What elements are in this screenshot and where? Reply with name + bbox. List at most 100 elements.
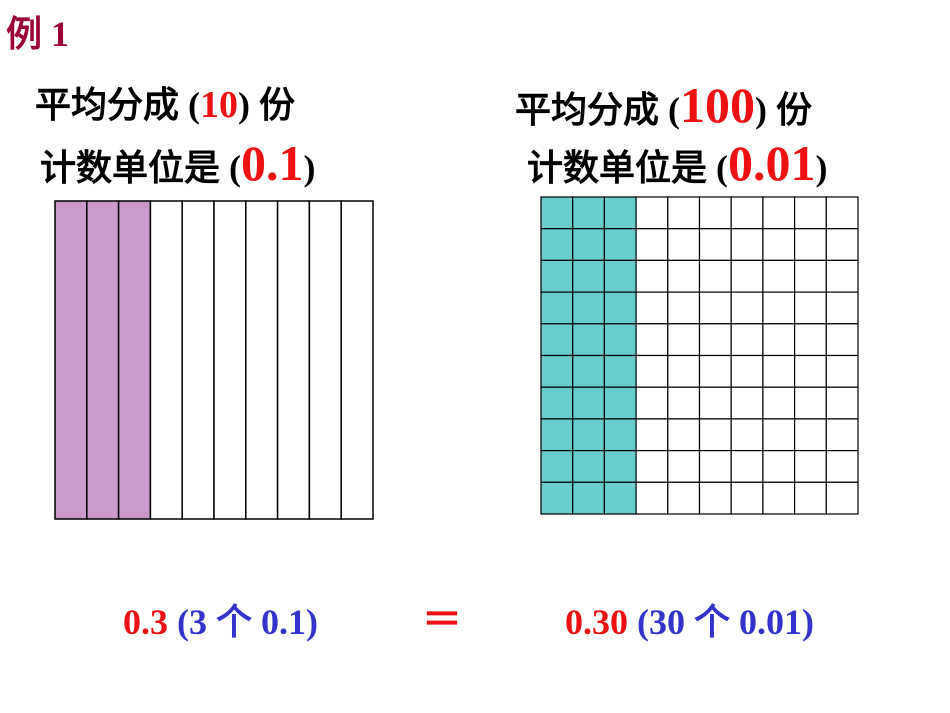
cell — [572, 386, 606, 420]
equation: 0.30 (30 个 0.01) — [565, 604, 814, 640]
cell — [635, 450, 669, 483]
cell — [793, 354, 827, 388]
cell — [540, 354, 574, 388]
cell — [572, 481, 606, 515]
cell — [603, 481, 637, 515]
cell — [825, 386, 859, 420]
cell — [603, 418, 637, 452]
cell — [603, 450, 637, 483]
cell — [540, 291, 574, 325]
cell — [730, 386, 764, 420]
text: 计数单位是 ( — [527, 148, 728, 188]
cell — [762, 450, 796, 483]
note: (30 个 0.01) — [637, 602, 814, 642]
cell — [793, 291, 827, 325]
strip — [213, 200, 247, 520]
cell — [667, 196, 701, 230]
cell — [793, 228, 827, 261]
cell — [730, 323, 764, 357]
cell — [540, 228, 574, 261]
cell — [667, 228, 701, 261]
cell — [825, 259, 859, 293]
cell — [730, 450, 764, 483]
cell — [825, 450, 859, 483]
cell — [793, 450, 827, 483]
cell — [698, 418, 732, 452]
strip — [340, 200, 374, 520]
cell — [825, 323, 859, 357]
cell — [667, 354, 701, 388]
right-line2: 计数单位是 (0.01) — [527, 138, 828, 188]
text: ) 份 — [238, 85, 295, 125]
cell — [793, 196, 827, 230]
cell — [825, 418, 859, 452]
cell — [825, 228, 859, 261]
cell — [572, 196, 606, 230]
text: 计数单位是 ( — [40, 148, 241, 188]
cell — [793, 259, 827, 293]
cell — [635, 228, 669, 261]
cell — [730, 259, 764, 293]
strip — [86, 200, 120, 520]
cell — [667, 481, 701, 515]
text: 平均分成 ( — [35, 85, 200, 125]
cell — [730, 228, 764, 261]
cell — [540, 418, 574, 452]
text: ) — [303, 148, 316, 188]
cell — [572, 450, 606, 483]
cell — [540, 386, 574, 420]
cell — [603, 228, 637, 261]
text: ) — [815, 148, 828, 188]
cell — [540, 323, 574, 357]
cell — [572, 354, 606, 388]
cell — [825, 481, 859, 515]
value: 0.1 — [241, 135, 304, 191]
cell — [698, 354, 732, 388]
cell — [762, 323, 796, 357]
cell — [635, 481, 669, 515]
cell — [572, 228, 606, 261]
cell — [603, 354, 637, 388]
cell — [698, 386, 732, 420]
value: 0.3 — [123, 602, 168, 642]
strip — [181, 200, 215, 520]
cell — [793, 386, 827, 420]
left-line2: 计数单位是 (0.1) — [40, 138, 316, 188]
cell — [603, 291, 637, 325]
strip — [276, 200, 311, 520]
value: 0.30 — [565, 602, 628, 642]
cell — [730, 291, 764, 325]
cell — [698, 259, 732, 293]
cell — [540, 481, 574, 515]
cell — [698, 228, 732, 261]
strip — [149, 200, 183, 520]
right-line1: 平均分成 (100) 份 — [515, 80, 812, 130]
cell — [762, 291, 796, 325]
value: 100 — [680, 77, 755, 133]
cell — [603, 323, 637, 357]
cell — [730, 481, 764, 515]
strip — [245, 200, 279, 520]
cell — [635, 354, 669, 388]
cell — [603, 259, 637, 293]
cell — [635, 196, 669, 230]
cell — [603, 196, 637, 230]
cell — [540, 259, 574, 293]
equals: ＝ — [422, 597, 462, 642]
cell — [667, 418, 701, 452]
cell — [762, 196, 796, 230]
cell — [762, 386, 796, 420]
cell — [730, 418, 764, 452]
cell — [635, 323, 669, 357]
cell — [762, 259, 796, 293]
cell — [793, 323, 827, 357]
cell — [667, 259, 701, 293]
cell — [730, 196, 764, 230]
cell — [825, 291, 859, 325]
cell — [572, 323, 606, 357]
value: 0.01 — [728, 135, 816, 191]
text: 平均分成 ( — [515, 90, 680, 130]
title: 例 1 — [6, 14, 70, 54]
text: ) 份 — [755, 90, 812, 130]
